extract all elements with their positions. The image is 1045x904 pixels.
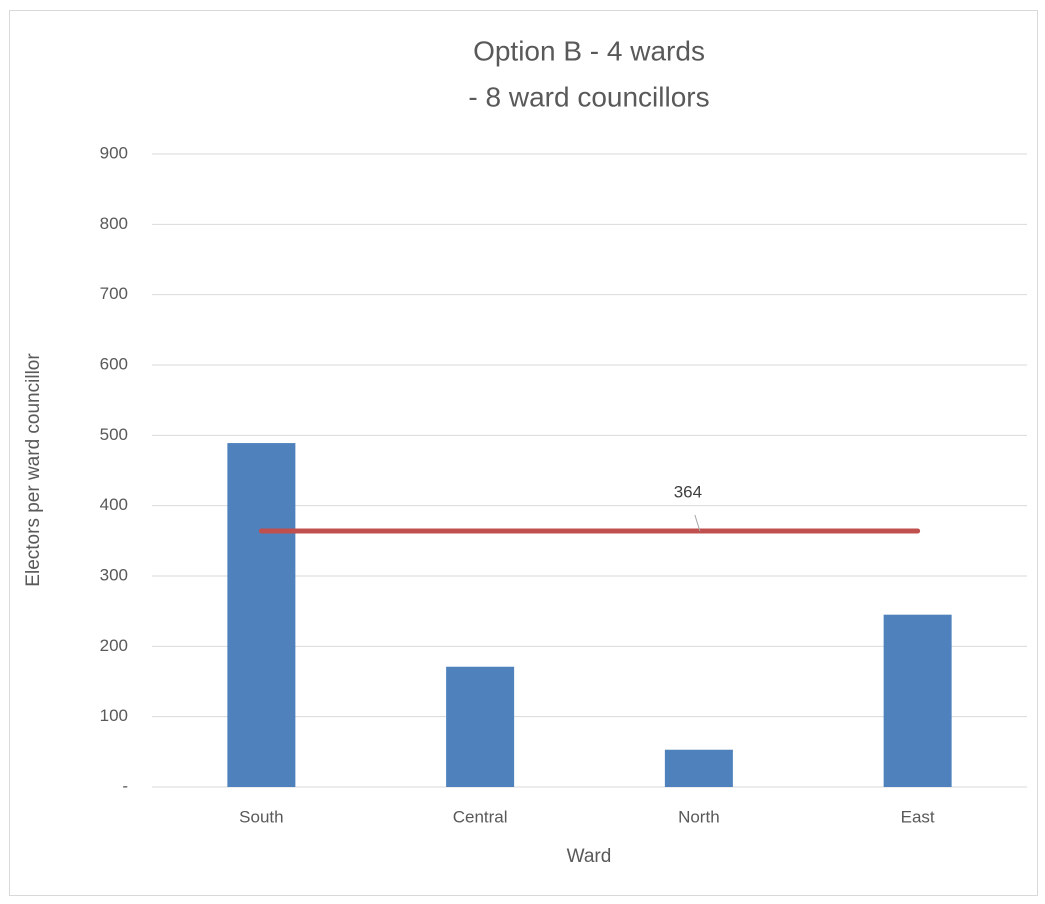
y-tick-label: 900: [100, 143, 128, 162]
y-tick-label: 500: [100, 425, 128, 444]
chart-title: Option B - 4 wards: [473, 35, 705, 66]
x-tick-label: East: [901, 807, 935, 826]
chart-title: - 8 ward councillors: [468, 81, 709, 112]
bar: [227, 443, 296, 787]
x-axis-label: Ward: [567, 846, 612, 867]
leader-line: [694, 514, 701, 532]
y-tick-label: 400: [100, 495, 128, 514]
y-tick-label: -: [122, 776, 128, 795]
bar: [664, 749, 733, 787]
y-tick-label: 700: [100, 284, 128, 303]
x-tick-label: South: [239, 807, 283, 826]
chart-frame: [9, 10, 1038, 896]
bar: [446, 666, 515, 787]
y-tick-label: 100: [100, 706, 128, 725]
y-tick-label: 200: [100, 636, 128, 655]
bar: [883, 614, 952, 787]
y-axis-label: Electors per ward councillor: [23, 353, 44, 587]
x-tick-label: North: [678, 807, 720, 826]
x-tick-label: Central: [453, 807, 508, 826]
y-tick-label: 600: [100, 354, 128, 373]
y-tick-label: 800: [100, 214, 128, 233]
data-label: 364: [674, 482, 702, 501]
y-tick-label: 300: [100, 565, 128, 584]
